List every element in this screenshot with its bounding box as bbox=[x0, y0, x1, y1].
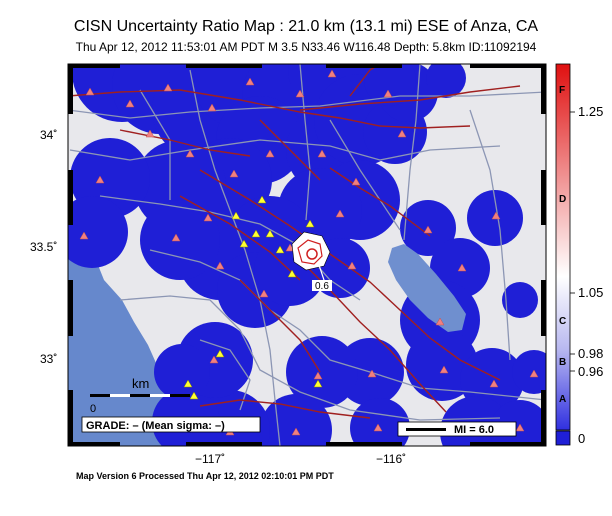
scale-bar-zero: 0 bbox=[90, 403, 96, 415]
colorbar bbox=[555, 63, 575, 446]
grade-label-b: B bbox=[559, 357, 567, 368]
colorbar-value-0-98: 0.98 bbox=[578, 346, 604, 361]
lat-tick-34: 34˚ bbox=[40, 128, 58, 142]
scale-bar-unit: km bbox=[132, 376, 149, 391]
grade-label-a: A bbox=[559, 394, 567, 405]
scale-bar: km 0 bbox=[90, 376, 190, 415]
salton-sea-lake bbox=[388, 244, 466, 332]
grade-label-d: D bbox=[559, 194, 567, 205]
event-subtitle: Thu Apr 12, 2012 11:53:01 AM PDT M 3.5 N… bbox=[75, 40, 537, 54]
fault-lines bbox=[68, 64, 521, 419]
mi-legend-text: MI = 6.0 bbox=[454, 424, 494, 436]
lat-tick-33: 33˚ bbox=[40, 352, 58, 366]
grade-label-c: C bbox=[559, 316, 567, 327]
colorbar-value-0-96: 0.96 bbox=[578, 364, 604, 379]
mi-legend: MI = 6.0 bbox=[397, 421, 517, 437]
contour-label-box bbox=[312, 280, 332, 291]
pacific-ocean bbox=[68, 230, 190, 446]
colorbar-zero-swatch bbox=[555, 430, 571, 446]
grade-label-f: F bbox=[559, 85, 566, 96]
seismic-stations-yellow bbox=[183, 195, 323, 400]
map-frame-border bbox=[67, 63, 547, 447]
lon-tick-116: −116˚ bbox=[376, 452, 407, 466]
lat-tick-33-5: 33.5˚ bbox=[30, 240, 58, 254]
processing-footer: Map Version 6 Processed Thu Apr 12, 2012… bbox=[76, 471, 334, 481]
lon-tick-117: −117˚ bbox=[195, 452, 226, 466]
map-title: CISN Uncertainty Ratio Map : 21.0 km (13… bbox=[73, 18, 539, 35]
grade-box: GRADE: – (Mean sigma: –) bbox=[81, 416, 261, 433]
grade-text: GRADE: – (Mean sigma: –) bbox=[86, 420, 225, 432]
colorbar-value-1-05: 1.05 bbox=[578, 285, 604, 300]
seismic-stations-red bbox=[79, 69, 539, 436]
colorbar-value-0: 0 bbox=[578, 431, 586, 446]
colorbar-value-1-25: 1.25 bbox=[578, 104, 604, 119]
contour-label: 0.6 bbox=[315, 281, 329, 292]
